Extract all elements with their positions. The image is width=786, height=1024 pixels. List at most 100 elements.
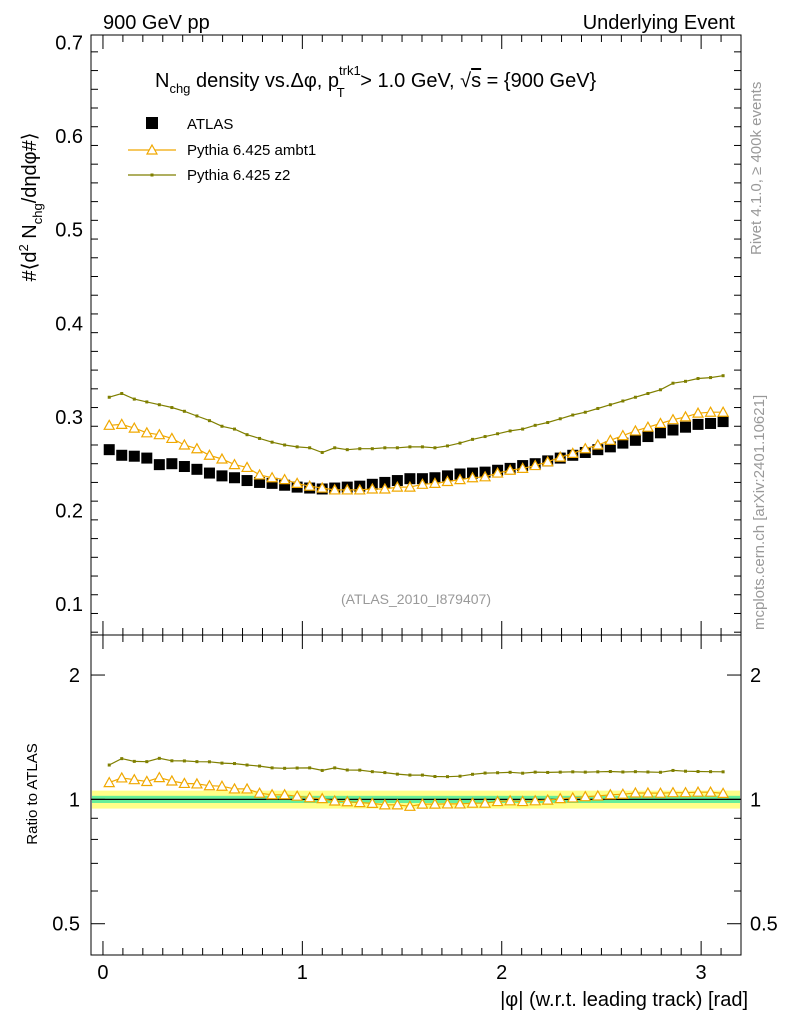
ambt1-ratio-point — [479, 796, 492, 808]
ambt1-ratio-point — [704, 785, 717, 797]
z2-point — [521, 427, 525, 431]
ambt1-point — [253, 468, 266, 480]
main-ytick-label: 0.4 — [55, 313, 83, 335]
z2-point — [157, 403, 161, 407]
ambt1-ratio-point — [529, 794, 542, 806]
ambt1-point — [366, 482, 379, 494]
z2-point — [207, 419, 211, 423]
ambt1-ratio-point — [579, 790, 592, 802]
ambt1-ratio-point — [541, 793, 554, 805]
atlas-point — [705, 417, 717, 429]
ambt1-ratio-point — [241, 782, 254, 794]
ambt1-point — [153, 428, 166, 440]
ratio-ytick-label-left: 0.5 — [52, 914, 80, 936]
atlas-point — [178, 461, 190, 473]
z2-ratio-point — [207, 760, 211, 764]
ambt1-point — [228, 458, 241, 470]
ambt1-ratio-point — [391, 798, 404, 810]
ambt1-point — [654, 417, 667, 429]
z2-ratio-line — [108, 757, 724, 778]
z2-ratio-point — [258, 764, 262, 768]
atlas-point — [592, 444, 604, 456]
ambt1-point — [316, 481, 329, 493]
ambt1-point — [641, 420, 654, 432]
z2-ratio-point — [157, 756, 161, 760]
ambt1-point — [516, 462, 529, 473]
z2-point — [483, 435, 487, 439]
ambt1-point — [266, 471, 279, 483]
ambt1-point — [416, 478, 429, 489]
ambt1-point — [529, 459, 542, 471]
z2-point — [258, 436, 262, 440]
z2-ratio-point — [383, 771, 387, 775]
ambt1-ratio-point — [366, 797, 379, 808]
z2-point — [496, 432, 500, 436]
legend-marker-atlas — [146, 117, 158, 129]
z2-ratio-point — [170, 759, 174, 763]
z2-point — [571, 413, 575, 417]
z2-ratio-point — [471, 772, 475, 776]
legend-label-atlas: ATLAS — [187, 116, 233, 133]
atlas-point — [103, 444, 115, 456]
ambt1-point — [278, 473, 291, 485]
z2-point — [245, 433, 249, 437]
ambt1-ratio-point — [466, 796, 479, 808]
atlas-point — [604, 441, 616, 453]
ambt1-ratio-point — [453, 797, 467, 809]
main-ytick-label: 0.5 — [55, 220, 83, 242]
ambt1-point — [441, 475, 454, 487]
ambt1-ratio-point — [416, 797, 429, 809]
z2-point — [508, 429, 512, 433]
ambt1-ratio-point — [266, 788, 279, 800]
ambt1-ratio-point — [403, 800, 416, 811]
title-s: s — [471, 70, 481, 92]
ambt1-point — [190, 442, 203, 454]
ratio-ytick-label-left: 2 — [69, 665, 80, 687]
atlas-point — [667, 424, 679, 436]
ambt1-point — [353, 483, 366, 495]
main-ytick-label: 0.2 — [55, 501, 83, 523]
z2-ratio-point — [408, 773, 412, 777]
atlas-point — [128, 450, 140, 462]
ambt1-ratio-point — [717, 787, 730, 798]
ambt1-ratio-point — [153, 771, 166, 783]
z2-point — [195, 414, 199, 418]
ambt1-point — [103, 419, 116, 430]
ambt1-ratio-point — [115, 771, 128, 783]
z2-ratio-point — [684, 769, 688, 773]
atlas-point — [254, 476, 266, 488]
xtick-label: 2 — [496, 962, 507, 984]
ambt1-ratio-point — [203, 779, 216, 791]
ratio-frame — [90, 634, 742, 956]
ratio-band — [91, 790, 741, 809]
z2-ratio-point — [358, 768, 362, 772]
ambt1-point — [165, 432, 178, 444]
atlas-point — [203, 467, 215, 479]
ambt1-ratio-point — [303, 791, 316, 803]
ambt1-ratio-point — [428, 797, 441, 809]
legend: ATLAS Pythia 6.425 ambt1 Pythia 6.425 z2 — [128, 116, 316, 184]
ambt1-ratio-point — [291, 789, 304, 801]
z2-ratio-point — [508, 770, 512, 774]
z2-ratio-point — [420, 773, 424, 777]
z2-point — [471, 437, 475, 441]
z2-point — [696, 377, 700, 381]
title-p: , p — [317, 70, 339, 92]
ambt1-point — [215, 452, 228, 464]
atlas-point — [692, 418, 704, 430]
z2-point — [583, 410, 587, 414]
z2-ratio-point — [646, 770, 650, 774]
z2-point — [433, 446, 437, 450]
ambt1-ratio-point — [441, 797, 454, 809]
z2-ratio-point — [320, 768, 324, 772]
ambt1-point — [666, 413, 679, 425]
ambt1-ratio-point — [140, 775, 153, 787]
z2-ratio-point — [608, 770, 612, 774]
ambt1-ratio-point — [228, 782, 241, 794]
ambt1-point — [128, 421, 141, 433]
header-left: 900 GeV pp — [103, 12, 210, 34]
ambt1-point — [491, 466, 504, 478]
ambt1-ratio-point — [353, 796, 366, 808]
ambt1-point — [466, 471, 479, 483]
